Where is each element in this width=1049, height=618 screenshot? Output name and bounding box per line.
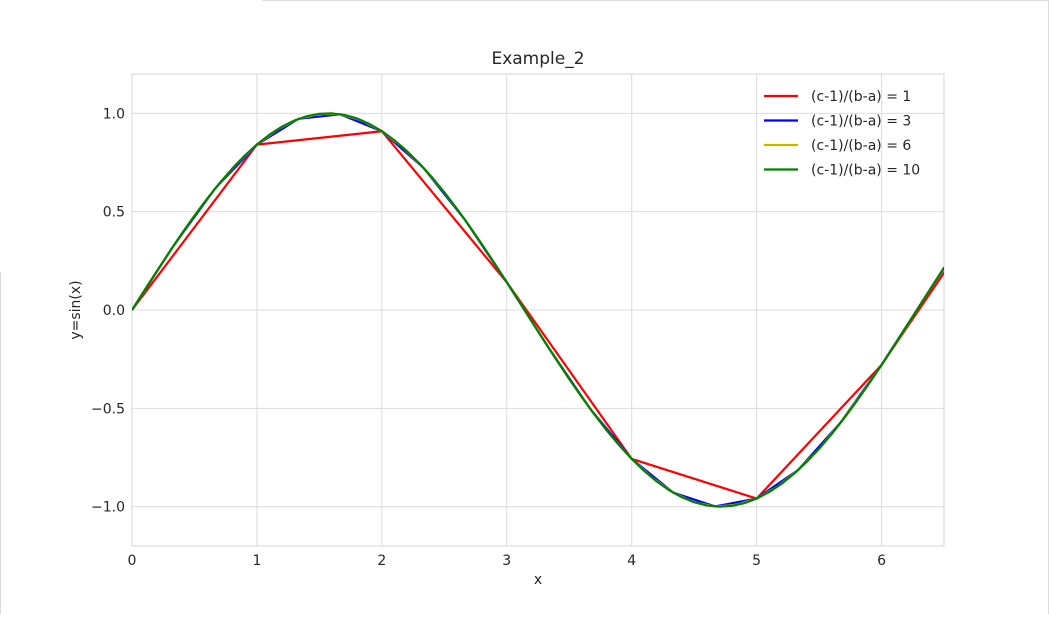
legend-label-1: (c-1)/(b-a) = 1	[811, 89, 911, 105]
plot-area	[131, 73, 945, 547]
x-tick-label: 6	[877, 553, 886, 569]
y-axis-ticks: 1.0 0.5 0.0 −0.5 −1.0	[91, 106, 125, 515]
y-tick-label: −0.5	[91, 401, 125, 417]
x-tick-label: 0	[128, 553, 137, 569]
x-tick-label: 5	[752, 553, 761, 569]
series-line-1	[132, 130, 944, 500]
series-line-4	[132, 112, 944, 508]
legend-label-2: (c-1)/(b-a) = 3	[811, 114, 911, 130]
y-axis-label: y=sin(x)	[68, 280, 84, 339]
x-tick-label: 1	[252, 553, 261, 569]
y-tick-label: 0.0	[103, 303, 125, 319]
chart-title: Example_2	[491, 49, 584, 69]
legend: (c-1)/(b-a) = 1 (c-1)/(b-a) = 3 (c-1)/(b-a…	[764, 89, 920, 179]
x-axis-label: x	[534, 572, 542, 588]
window-edge-left	[0, 272, 1, 614]
legend-label-4: (c-1)/(b-a) = 10	[811, 163, 920, 179]
y-tick-label: −1.0	[91, 500, 125, 516]
x-tick-label: 4	[627, 553, 636, 569]
grid	[131, 74, 944, 546]
y-tick-label: 0.5	[103, 205, 125, 221]
y-tick-label: 1.0	[103, 106, 125, 122]
x-axis-ticks: 0 1 2 3 4 5 6	[128, 553, 887, 569]
series-layer	[132, 112, 944, 508]
x-tick-label: 3	[502, 553, 511, 569]
window-edge-top	[262, 0, 1049, 1]
x-tick-label: 2	[377, 553, 386, 569]
legend-label-3: (c-1)/(b-a) = 6	[811, 138, 911, 154]
